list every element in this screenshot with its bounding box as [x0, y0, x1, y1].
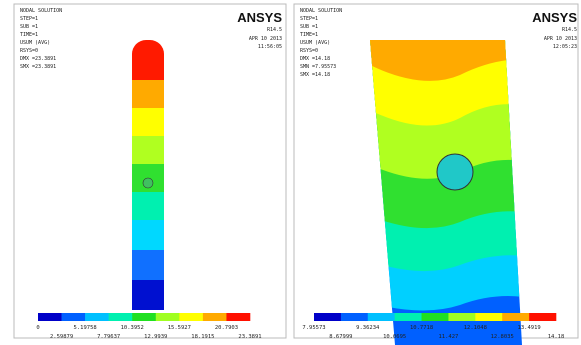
header-line: TIME=1: [20, 32, 38, 38]
band: [132, 60, 164, 80]
header-line: SMX =23.3891: [20, 64, 56, 70]
header-line: RSYS=0: [300, 48, 318, 54]
legend-swatch: [85, 313, 109, 321]
date: APR 10 2013: [544, 36, 577, 42]
legend-label: 0: [36, 325, 39, 331]
header-line: TIME=1: [300, 32, 318, 38]
header-line: SUB =1: [20, 24, 38, 30]
header-line: STEP=1: [20, 16, 38, 22]
legend-swatch: [395, 313, 422, 321]
page: NODAL SOLUTION STEP=1 SUB =1 TIME=1 USUM (AV…: [0, 0, 581, 345]
legend-label: 10.7718: [410, 325, 433, 331]
legend-label: 2.59879: [50, 334, 73, 340]
left-model: [132, 40, 164, 310]
legend-label: 12.9939: [144, 334, 167, 340]
legend-label: 5.19758: [74, 325, 97, 331]
legend-swatch: [502, 313, 529, 321]
hole: [437, 154, 473, 190]
hole: [143, 178, 153, 188]
header-line: DMX =23.3891: [20, 56, 56, 62]
band: [132, 108, 164, 136]
band: [132, 280, 164, 310]
legend-swatch: [368, 313, 395, 321]
version: R14.5: [562, 27, 577, 33]
legend-label: 13.4919: [518, 325, 541, 331]
header-line: SMN =7.95573: [300, 64, 336, 70]
header-line: RSYS=0: [20, 48, 38, 54]
date: APR 10 2013: [249, 36, 282, 42]
legend-swatch: [156, 313, 180, 321]
legend-swatch: [132, 313, 156, 321]
version: R14.5: [267, 27, 282, 33]
legend-swatch: [203, 313, 227, 321]
legend-swatch: [38, 313, 62, 321]
header-line: NODAL SOLUTION: [300, 8, 342, 14]
legend-label: 12.8035: [491, 334, 514, 340]
legend-swatch: [341, 313, 368, 321]
legend-swatch: [179, 313, 203, 321]
header-line: SMX =14.18: [300, 72, 330, 78]
band: [132, 136, 164, 164]
legend-swatch: [448, 313, 475, 321]
legend-label: 20.7903: [215, 325, 238, 331]
legend-label: 7.95573: [302, 325, 325, 331]
legend-label: 15.5927: [168, 325, 191, 331]
legend-label: 12.1048: [464, 325, 487, 331]
legend-label: 9.36234: [356, 325, 380, 331]
time: 12:05:23: [553, 44, 577, 50]
band: [132, 80, 164, 108]
band: [132, 220, 164, 250]
legend-label: 10.0695: [383, 334, 406, 340]
legend-swatch: [226, 313, 250, 321]
brand: ANSYS: [237, 10, 282, 25]
time: 11:56:05: [258, 44, 282, 50]
legend-label: 14.18: [548, 334, 565, 340]
legend-label: 8.67999: [329, 334, 352, 340]
legend-swatch: [475, 313, 502, 321]
legend-label: 10.3952: [121, 325, 144, 331]
legend-swatch: [314, 313, 341, 321]
header-line: STEP=1: [300, 16, 318, 22]
header-line: USUM (AVG): [20, 40, 50, 46]
header-line: USUM (AVG): [300, 40, 330, 46]
header-line: SUB =1: [300, 24, 318, 30]
band: [132, 192, 164, 220]
legend-label: 7.79637: [97, 334, 120, 340]
legend-swatch: [529, 313, 556, 321]
brand: ANSYS: [532, 10, 577, 25]
legend-swatch: [62, 313, 86, 321]
band: [132, 250, 164, 280]
header-line: DMX =14.18: [300, 56, 330, 62]
legend-swatch: [422, 313, 449, 321]
screenshot: NODAL SOLUTION STEP=1 SUB =1 TIME=1 USUM (AV…: [0, 0, 581, 345]
legend-label: 18.1915: [191, 334, 214, 340]
legend-label: 23.3891: [238, 334, 261, 340]
header-line: NODAL SOLUTION: [20, 8, 62, 14]
legend-swatch: [109, 313, 133, 321]
legend-label: 11.427: [439, 334, 459, 340]
